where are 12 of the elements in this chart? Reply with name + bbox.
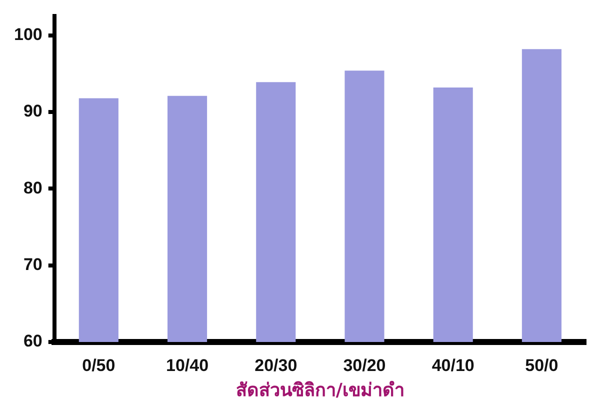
x-tick-label: 50/0 [525, 356, 558, 375]
y-tick-label: 60 [23, 332, 42, 351]
x-axis-title: สัดส่วนซิลิกา/เขม่าดำ [236, 380, 404, 401]
x-tick-label: 40/10 [432, 356, 474, 375]
x-tick-label: 10/40 [166, 356, 209, 375]
x-tick-label: 20/30 [254, 356, 298, 375]
x-tick-label: 0/50 [82, 356, 116, 375]
y-tick-label: 80 [23, 178, 42, 198]
y-tick-label: 70 [23, 255, 42, 274]
y-tick-label: 100 [14, 25, 42, 44]
y-tick-label: 90 [23, 102, 42, 121]
x-tick-label: 30/20 [343, 356, 386, 375]
